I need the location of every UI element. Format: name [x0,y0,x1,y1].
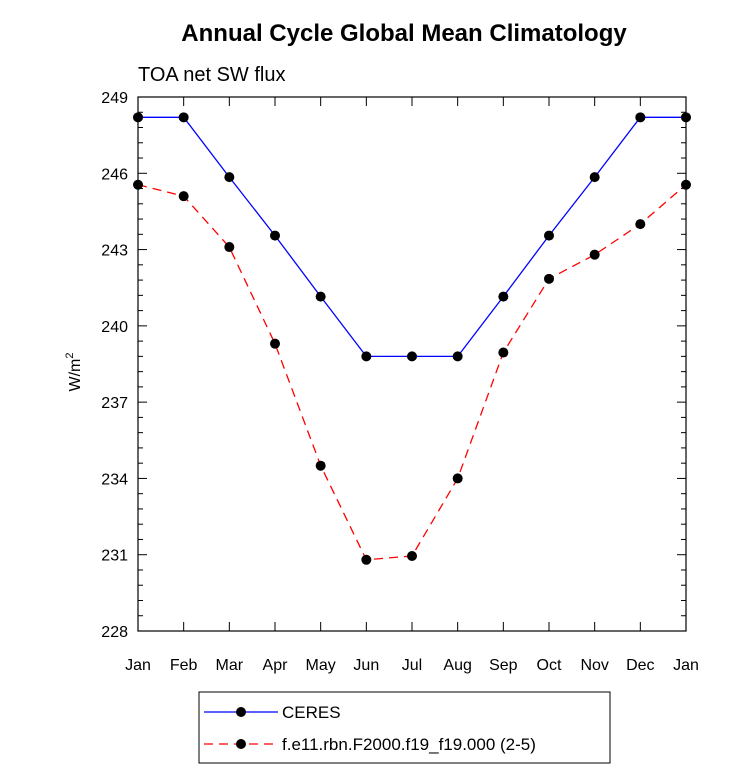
data-point-model [498,347,509,358]
legend-label-ceres: CERES [282,703,341,722]
data-point-ceres [452,351,463,362]
data-point-model [635,219,646,230]
data-point-ceres [315,291,326,302]
x-tick-label: Aug [443,657,471,674]
series-line-ceres [138,116,686,358]
data-point-model [452,473,463,484]
y-tick-label: 231 [101,548,128,565]
plot-area-border [137,96,687,632]
y-tick-label: 234 [101,471,128,488]
y-tick-label: 249 [101,90,128,107]
legend-marker-model [236,739,246,749]
x-tick-label: May [306,657,336,674]
x-tick-label: Jun [353,657,379,674]
data-point-ceres [270,230,280,241]
x-tick-label: Jul [402,657,422,674]
x-tick-label: Apr [263,657,289,674]
y-tick-label: 243 [101,243,128,260]
y-tick-label: 228 [101,624,128,641]
data-point-model [407,550,417,561]
y-tick-label: 240 [101,319,128,336]
data-point-ceres [544,230,554,241]
x-tick-label: Dec [626,657,654,674]
legend-box [198,691,611,764]
legend-marker-ceres [236,707,246,717]
x-tick-label: Jan [673,657,699,674]
data-point-model [361,554,372,565]
chart-subtitle: TOA net SW flux [138,64,285,86]
chart-title: Annual Cycle Global Mean Climatology [181,20,627,47]
data-point-ceres [224,172,235,183]
y-axis-label-text: W/m [67,359,84,392]
data-point-model [544,273,554,284]
data-point-model [681,179,691,190]
x-tick-label: Sep [489,657,518,674]
y-tick-label: 237 [101,395,128,412]
data-point-model [589,249,600,260]
x-tick-label: Nov [580,657,608,674]
data-point-model [224,242,235,253]
data-point-model [178,191,189,202]
y-axis-label-superscript: 2 [64,353,76,359]
data-point-ceres [407,351,417,362]
y-tick-label: 246 [101,166,128,183]
y-axis-label: W/m2 [64,353,84,392]
x-tick-label: Jan [125,657,151,674]
data-point-ceres [498,291,509,302]
x-tick-label: Feb [170,657,198,674]
data-point-ceres [133,112,143,123]
data-point-ceres [681,112,691,123]
series-line-model [137,184,687,561]
x-tick-label: Oct [537,657,562,674]
data-point-model [133,179,143,190]
legend-label-model: f.e11.rbn.F2000.f19_f19.000 (2-5) [282,735,536,754]
x-tick-label: Mar [216,657,244,674]
legend: CERES f.e11.rbn.F2000.f19_f19.000 (2-5) [198,691,611,764]
data-point-model [270,338,280,349]
data-point-ceres [635,112,646,123]
data-point-ceres [361,351,372,362]
data-point-ceres [178,112,189,123]
data-point-model [315,460,326,471]
data-point-ceres [589,172,600,183]
